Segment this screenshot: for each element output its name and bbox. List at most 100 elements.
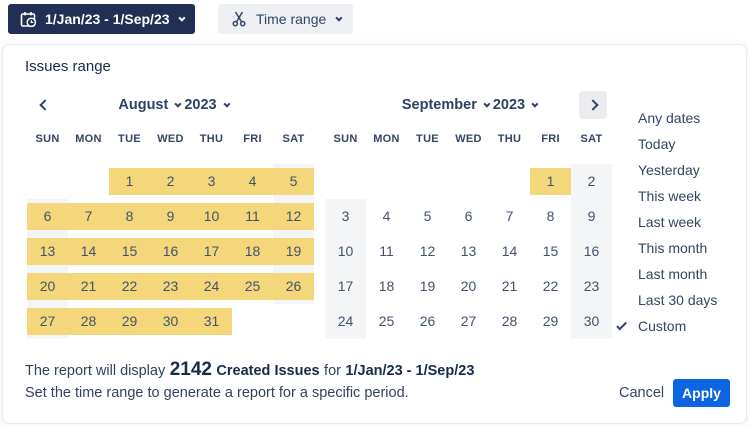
calendar-day[interactable]: 27 <box>27 304 68 339</box>
calendar-day[interactable]: 29 <box>530 304 571 339</box>
calendar-day[interactable]: 23 <box>150 269 191 304</box>
apply-button[interactable]: Apply <box>673 379 730 407</box>
quick-option-this-month[interactable]: This month <box>615 235 743 261</box>
calendar-day[interactable]: 11 <box>232 199 273 234</box>
calendar-day[interactable]: 4 <box>366 199 407 234</box>
calendar-day[interactable]: 14 <box>68 234 109 269</box>
calendar-day[interactable]: 16 <box>571 234 612 269</box>
day-of-week-header: FRI <box>243 133 262 145</box>
year-dropdown[interactable]: 2023 <box>493 97 539 113</box>
calendar-day[interactable]: 30 <box>150 304 191 339</box>
calendar-day[interactable]: 6 <box>448 199 489 234</box>
calendar-day[interactable]: 12 <box>273 199 314 234</box>
calendar-day[interactable]: 3 <box>191 164 232 199</box>
calendar-day[interactable]: 22 <box>109 269 150 304</box>
calendar-day[interactable]: 5 <box>273 164 314 199</box>
calendar-day[interactable]: 5 <box>407 199 448 234</box>
day-of-week-header: SAT <box>282 133 305 145</box>
calendar-day[interactable]: 8 <box>109 199 150 234</box>
calendar-day[interactable]: 25 <box>366 304 407 339</box>
quick-option-any-dates[interactable]: Any dates <box>615 105 743 131</box>
page-title: Issues range <box>25 58 111 75</box>
quick-option-last-month[interactable]: Last month <box>615 261 743 287</box>
calendar-day[interactable]: 17 <box>325 269 366 304</box>
calendar-day[interactable]: 17 <box>191 234 232 269</box>
calendar-day[interactable]: 19 <box>273 234 314 269</box>
calendar-day[interactable]: 18 <box>366 269 407 304</box>
calendar-day[interactable]: 12 <box>407 234 448 269</box>
calendar-day[interactable]: 13 <box>27 234 68 269</box>
calendar-day[interactable]: 16 <box>150 234 191 269</box>
calendar-day[interactable]: 22 <box>530 269 571 304</box>
date-range-button[interactable]: 1/Jan/23 - 1/Sep/23 <box>8 4 195 34</box>
calendar-day[interactable]: 20 <box>27 269 68 304</box>
calendar-day[interactable]: 4 <box>232 164 273 199</box>
check-icon <box>615 319 631 330</box>
calendar-day[interactable]: 19 <box>407 269 448 304</box>
calendar-day[interactable]: 10 <box>325 234 366 269</box>
calendar-day-label: 6 <box>464 208 473 224</box>
calendar-day[interactable]: 13 <box>448 234 489 269</box>
quick-option-custom[interactable]: Custom <box>615 313 743 339</box>
calendar-day[interactable]: 9 <box>150 199 191 234</box>
calendar-day-label: 3 <box>341 208 350 224</box>
calendar-day[interactable]: 14 <box>489 234 530 269</box>
calendar-day-label <box>27 168 68 195</box>
calendar-day[interactable]: 9 <box>571 199 612 234</box>
quick-option-this-week[interactable]: This week <box>615 183 743 209</box>
calendar-day[interactable]: 10 <box>191 199 232 234</box>
quick-option-last-week[interactable]: Last week <box>615 209 743 235</box>
calendar-day[interactable]: 28 <box>489 304 530 339</box>
calendar-day-label: 22 <box>109 273 150 300</box>
next-month-button[interactable] <box>579 91 607 119</box>
calendar-day[interactable]: 21 <box>68 269 109 304</box>
calendar-day[interactable]: 23 <box>571 269 612 304</box>
calendar-day[interactable]: 3 <box>325 199 366 234</box>
calendar-day[interactable]: 15 <box>109 234 150 269</box>
previous-month-button[interactable] <box>31 91 59 119</box>
calendar-day[interactable]: 1 <box>530 164 571 199</box>
calendar-day[interactable]: 11 <box>366 234 407 269</box>
calendar-day[interactable]: 24 <box>191 269 232 304</box>
report-summary: The report will display 2142 Created Iss… <box>25 357 474 384</box>
calendar-day[interactable]: 20 <box>448 269 489 304</box>
quick-option-today[interactable]: Today <box>615 131 743 157</box>
calendar-day-label: 19 <box>273 238 314 265</box>
issue-metric: Created Issues <box>216 363 320 379</box>
calendar-day-label <box>325 168 366 195</box>
cancel-button[interactable]: Cancel <box>609 379 674 407</box>
calendar-day[interactable]: 26 <box>407 304 448 339</box>
calendar-day-label <box>273 308 314 335</box>
calendar-day[interactable]: 26 <box>273 269 314 304</box>
calendar-day[interactable]: 25 <box>232 269 273 304</box>
quick-option-last-30-days[interactable]: Last 30 days <box>615 287 743 313</box>
calendar-day-empty <box>366 164 407 199</box>
calendar-day[interactable]: 1 <box>109 164 150 199</box>
month-dropdown[interactable]: August <box>118 97 182 113</box>
calendar-day[interactable]: 8 <box>530 199 571 234</box>
calendar-day[interactable]: 18 <box>232 234 273 269</box>
chevron-right-icon <box>587 99 599 111</box>
calendar-day[interactable]: 24 <box>325 304 366 339</box>
chevron-down-icon <box>222 100 231 108</box>
calendar-day[interactable]: 6 <box>27 199 68 234</box>
calendar-day-label: 19 <box>419 278 436 294</box>
calendar-day[interactable]: 28 <box>68 304 109 339</box>
calendar-day[interactable]: 7 <box>68 199 109 234</box>
year-dropdown[interactable]: 2023 <box>184 97 231 113</box>
calendar-day[interactable]: 31 <box>191 304 232 339</box>
calendar-day[interactable]: 29 <box>109 304 150 339</box>
chevron-down-icon <box>177 14 185 22</box>
calendar-day[interactable]: 2 <box>150 164 191 199</box>
quick-option-yesterday[interactable]: Yesterday <box>615 157 743 183</box>
chevron-down-icon <box>174 100 182 108</box>
calendar-day[interactable]: 15 <box>530 234 571 269</box>
time-range-button[interactable]: Time range <box>218 4 354 34</box>
calendar-day[interactable]: 30 <box>571 304 612 339</box>
calendar-day[interactable]: 2 <box>571 164 612 199</box>
calendar-day[interactable]: 27 <box>448 304 489 339</box>
month-dropdown[interactable]: September <box>402 97 491 113</box>
calendar-day[interactable]: 7 <box>489 199 530 234</box>
calendar-day[interactable]: 21 <box>489 269 530 304</box>
calendar-day-label: 26 <box>273 273 314 300</box>
